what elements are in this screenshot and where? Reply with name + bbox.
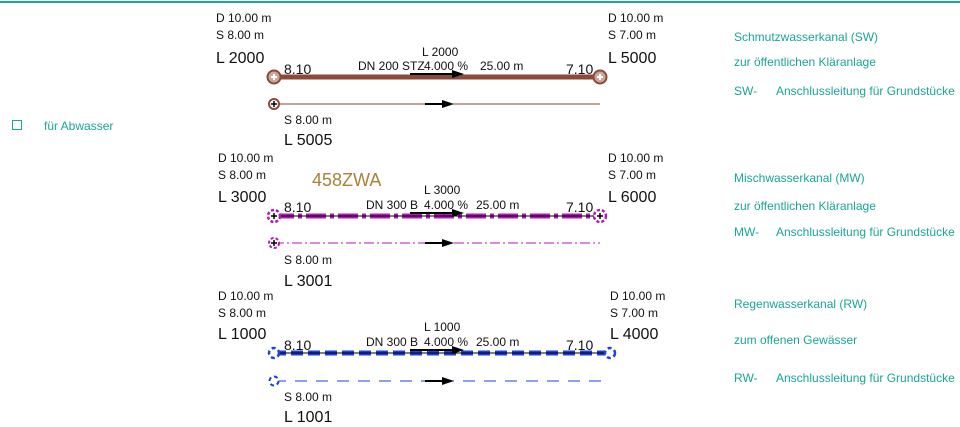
mw-flow-arrow-icon — [452, 209, 464, 217]
sw-flow-arrow-icon — [452, 70, 464, 78]
mw-pipe-material: B — [410, 198, 419, 212]
sw-desc-sub: zur öffentlichen Kläranlage — [734, 55, 876, 69]
sw-top-depth: D 10.00 m — [216, 11, 272, 25]
mw-desc-code: MW- — [734, 225, 760, 239]
rw-pipe-material: B — [410, 335, 419, 349]
rw-right-node: L 4000 — [610, 326, 659, 343]
rw-pipe-length: 25.00 m — [476, 335, 520, 349]
sw-connection-arrow-icon — [442, 100, 454, 108]
mw-right-node: L 6000 — [608, 189, 657, 206]
sw-pipe-slope: 4.000 % — [424, 59, 469, 73]
sw-desc-connection: Anschlussleitung für Grundstücke — [776, 84, 955, 98]
rw-pipe-id: L 1000 — [424, 320, 461, 334]
rw-right-level: 7.10 — [566, 337, 594, 353]
rw-bottom-node: L 1001 — [284, 409, 333, 426]
mw-pipe-dn: DN 300 — [366, 198, 407, 212]
rw-desc-sub: zum offenen Gewässer — [734, 333, 858, 347]
rw-pipe-dn: DN 300 — [366, 335, 407, 349]
rw-desc-title: Regenwasserkanal (RW) — [734, 297, 868, 311]
sw-desc-code: SW- — [734, 84, 758, 98]
rw-bottom-sole: S 8.00 m — [284, 390, 333, 404]
sw-bottom-sole: S 8.00 m — [284, 113, 333, 127]
rw-top-sole: S 8.00 m — [218, 306, 267, 320]
sw-pipe-id: L 2000 — [422, 45, 459, 59]
mw-top-sole: S 8.00 m — [218, 168, 267, 182]
top-border-line — [0, 1, 960, 3]
mw-desc-connection: Anschlussleitung für Grundstücke — [776, 225, 955, 239]
rw-left-level: 8.10 — [284, 337, 312, 353]
rw-connection-arrow-icon — [442, 377, 454, 385]
sw-connection-pipe — [268, 98, 600, 110]
rw-desc-code: RW- — [734, 371, 758, 385]
mw-pipe-id: L 3000 — [424, 183, 461, 197]
mw-bottom-node: L 3001 — [284, 273, 333, 290]
sw-top-node: L 2000 — [216, 50, 265, 67]
sw-top-sole: S 8.00 m — [216, 28, 265, 42]
sw-desc-title: Schmutzwasserkanal (SW) — [734, 30, 879, 44]
rw-main-pipe — [267, 346, 617, 360]
legend-checkbox[interactable] — [12, 120, 22, 130]
rw-right-depth: D 10.00 m — [610, 289, 666, 303]
sw-right-depth: D 10.00 m — [608, 11, 664, 25]
legend-label: für Abwasser — [44, 119, 114, 133]
sw-right-level: 7.10 — [566, 61, 594, 77]
rw-desc-connection: Anschlussleitung für Grundstücke — [776, 371, 955, 385]
mw-left-level: 8.10 — [284, 199, 312, 215]
sw-main-pipe — [266, 69, 608, 85]
mw-right-sole: S 7.00 m — [608, 168, 657, 182]
mw-connection-pipe — [268, 237, 600, 249]
mw-desc-title: Mischwasserkanal (MW) — [734, 171, 865, 185]
sw-right-node: L 5000 — [608, 50, 657, 67]
mw-pipe-slope: 4.000 % — [424, 198, 469, 212]
rw-flow-arrow-icon — [452, 346, 464, 354]
rw-pipe-slope: 4.000 % — [424, 335, 469, 349]
sw-right-sole: S 7.00 m — [608, 28, 657, 42]
mw-pipe-length: 25.00 m — [476, 198, 520, 212]
mw-bottom-sole: S 8.00 m — [284, 253, 333, 267]
stamp-label: 458ZWA — [312, 170, 382, 190]
rw-top-node: L 1000 — [218, 326, 267, 343]
rw-top-depth: D 10.00 m — [218, 289, 274, 303]
mw-top-node: L 3000 — [218, 189, 267, 206]
sw-bottom-node: L 5005 — [284, 132, 333, 149]
mw-top-depth: D 10.00 m — [218, 151, 274, 165]
mw-main-pipe — [266, 208, 608, 224]
sw-pipe-material: STZ — [402, 59, 425, 73]
sw-pipe-length: 25.00 m — [480, 59, 524, 73]
rw-right-sole: S 7.00 m — [610, 306, 659, 320]
mw-right-level: 7.10 — [566, 199, 594, 215]
rw-connection-pipe — [268, 375, 610, 387]
sw-pipe-dn: DN 200 — [358, 59, 399, 73]
mw-right-depth: D 10.00 m — [608, 151, 664, 165]
sw-left-level: 8.10 — [284, 61, 312, 77]
mw-desc-sub: zur öffentlichen Kläranlage — [734, 199, 876, 213]
mw-connection-arrow-icon — [442, 239, 454, 247]
